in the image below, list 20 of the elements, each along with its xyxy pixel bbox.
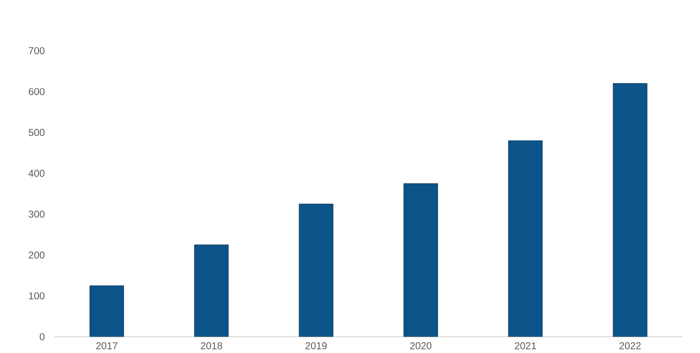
x-tick-label: 2018 <box>200 342 222 350</box>
y-tick-label: 0 <box>40 333 45 340</box>
y-tick-label: 200 <box>28 252 45 259</box>
y-tick-label: 300 <box>28 210 45 218</box>
y-tick-label: 700 <box>28 47 45 54</box>
x-tick-label: 2022 <box>620 342 641 350</box>
bar <box>508 140 543 337</box>
y-tick-label: 100 <box>29 292 45 300</box>
bar <box>404 184 438 337</box>
y-tick-label: 400 <box>28 170 45 178</box>
x-tick-label: 2019 <box>306 342 327 350</box>
bar <box>612 83 648 337</box>
x-tick-label: 2017 <box>96 342 118 350</box>
bar <box>298 204 334 337</box>
bar <box>194 244 229 337</box>
y-tick-label: 500 <box>28 129 45 136</box>
x-tick-label: 2020 <box>410 342 432 350</box>
x-tick-label: 2021 <box>514 342 536 350</box>
bar <box>90 286 124 337</box>
y-tick-label: 600 <box>28 88 45 96</box>
